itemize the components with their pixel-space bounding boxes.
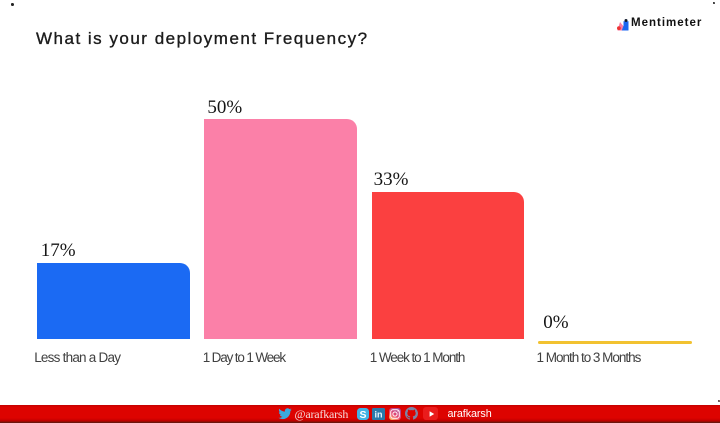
svg-text:S: S: [359, 409, 366, 420]
svg-text:in: in: [375, 410, 383, 420]
